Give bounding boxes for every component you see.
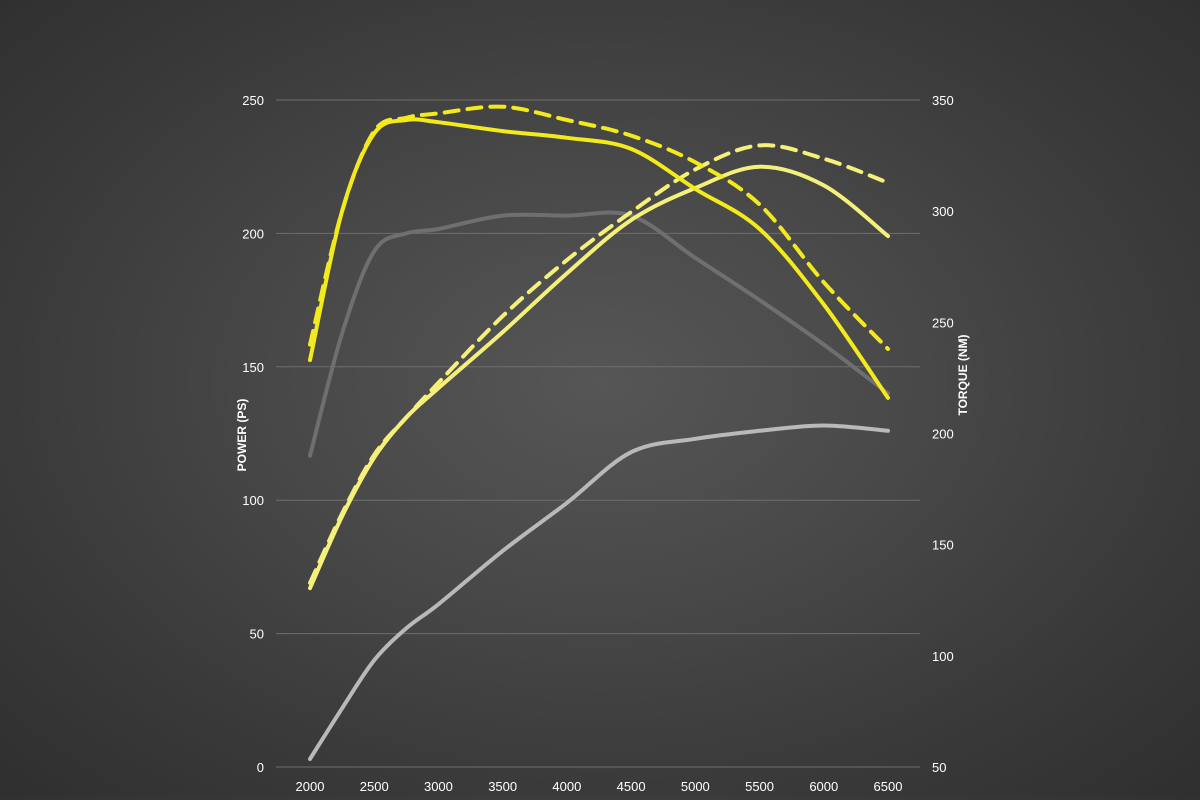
right-tick-label: 50 [932,760,946,775]
series-line-3 [308,164,890,591]
right-tick-label: 300 [932,204,954,219]
right-tick-label: 150 [932,538,954,553]
left-tick-label: 0 [257,760,264,775]
series-line-4 [308,143,890,585]
right-axis-tick-labels: 50 100 150 200 250 300 350 [932,93,954,775]
x-tick-label: 3500 [488,779,517,794]
x-tick-label: 4500 [617,779,646,794]
series-line-2 [308,210,890,458]
left-axis-tick-labels: 0 50 100 150 200 250 [242,93,264,775]
x-axis-tick-labels: 2000 2500 3000 3500 4000 4500 5000 5500 6000 6500 [296,779,903,794]
series-lines [308,104,890,761]
x-tick-label: 2000 [296,779,325,794]
left-axis-label: POWER (PS) [235,399,249,472]
x-tick-label: 6500 [874,779,903,794]
x-tick-label: 5000 [681,779,710,794]
x-tick-label: 2500 [360,779,389,794]
x-tick-label: 4000 [552,779,581,794]
x-tick-label: 3000 [424,779,453,794]
x-tick-label: 6000 [809,779,838,794]
right-axis-label: TORQUE (NM) [956,334,970,415]
left-tick-label: 200 [242,226,264,241]
right-tick-label: 200 [932,427,954,442]
series-line-6 [308,104,890,351]
left-tick-label: 250 [242,93,264,108]
series-line-5 [308,117,890,400]
right-tick-label: 100 [932,649,954,664]
left-tick-label: 100 [242,493,264,508]
x-tick-label: 5500 [745,779,774,794]
left-tick-label: 50 [250,627,264,642]
series-line-1 [308,423,890,761]
right-tick-label: 250 [932,315,954,330]
right-tick-label: 350 [932,93,954,108]
gridlines [276,99,920,768]
left-tick-label: 150 [242,360,264,375]
